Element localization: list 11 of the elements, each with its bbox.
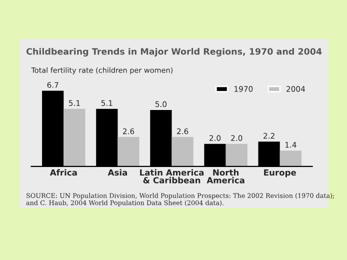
x-tick-label: Europe <box>264 169 296 178</box>
x-tick-label: Latin America & Caribbean <box>140 169 204 184</box>
bar <box>172 137 194 166</box>
bar <box>118 137 140 166</box>
chart-title: Childbearing Trends in Major World Regions, 1970 and 2004 <box>26 48 322 56</box>
x-tick-label: Asia <box>108 169 128 176</box>
bar <box>226 144 248 166</box>
bar <box>280 150 302 166</box>
bar <box>64 108 86 166</box>
x-tick-label: Africa <box>50 169 77 176</box>
x-tick-label: North America <box>206 169 244 184</box>
